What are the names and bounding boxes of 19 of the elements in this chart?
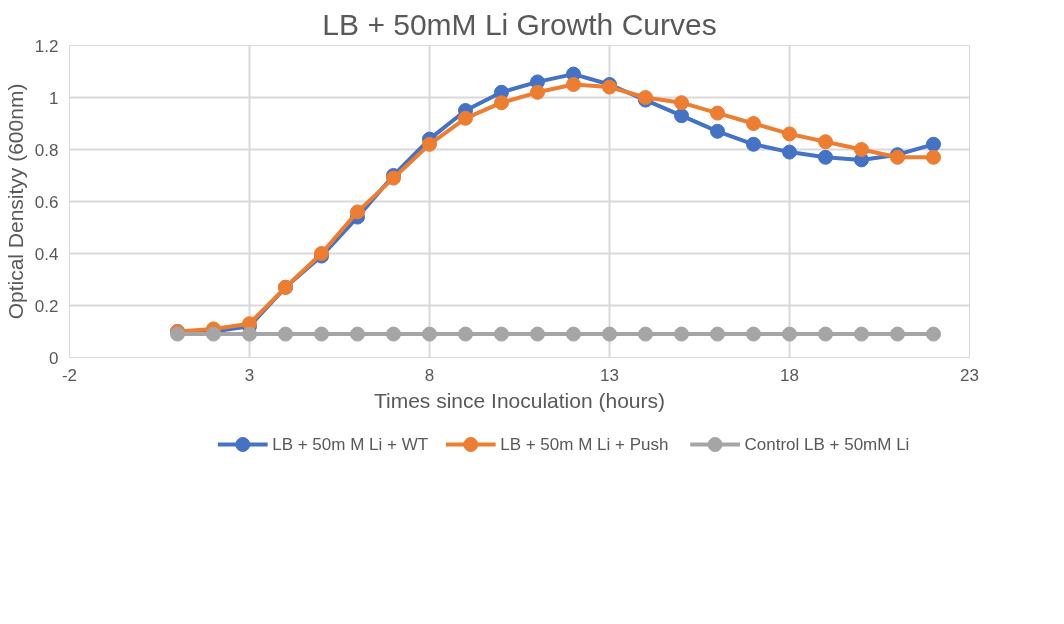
x-axis-title: Times since Inoculation (hours) [374, 388, 666, 412]
x-tick-label: 18 [780, 365, 799, 385]
y-tick-label: 1.2 [34, 36, 59, 56]
y-tick-label: 0.8 [34, 140, 59, 160]
y-axis-title: Optical Densityy (600nm) [3, 83, 27, 320]
chart-title: LB + 50mM Li Growth Curves [322, 7, 717, 41]
x-tick-label: 13 [600, 365, 619, 385]
y-tick-label: 0.6 [34, 192, 59, 212]
y-tick-label: 0.4 [34, 244, 59, 264]
legend-label: Control LB + 50mM Li [744, 435, 910, 454]
x-tick-label: 8 [424, 365, 435, 385]
legend-label: LB + 50m M Li + WT [272, 435, 429, 454]
y-tick-label: 0.2 [34, 296, 59, 316]
legend-label: LB + 50m M Li + Push [500, 435, 669, 454]
x-tick-label: 3 [244, 365, 255, 385]
y-tick-label: 0 [49, 348, 59, 368]
x-tick-label: 23 [960, 365, 979, 385]
x-tick-label: -2 [61, 365, 78, 385]
y-tick-label: 1 [49, 88, 59, 108]
